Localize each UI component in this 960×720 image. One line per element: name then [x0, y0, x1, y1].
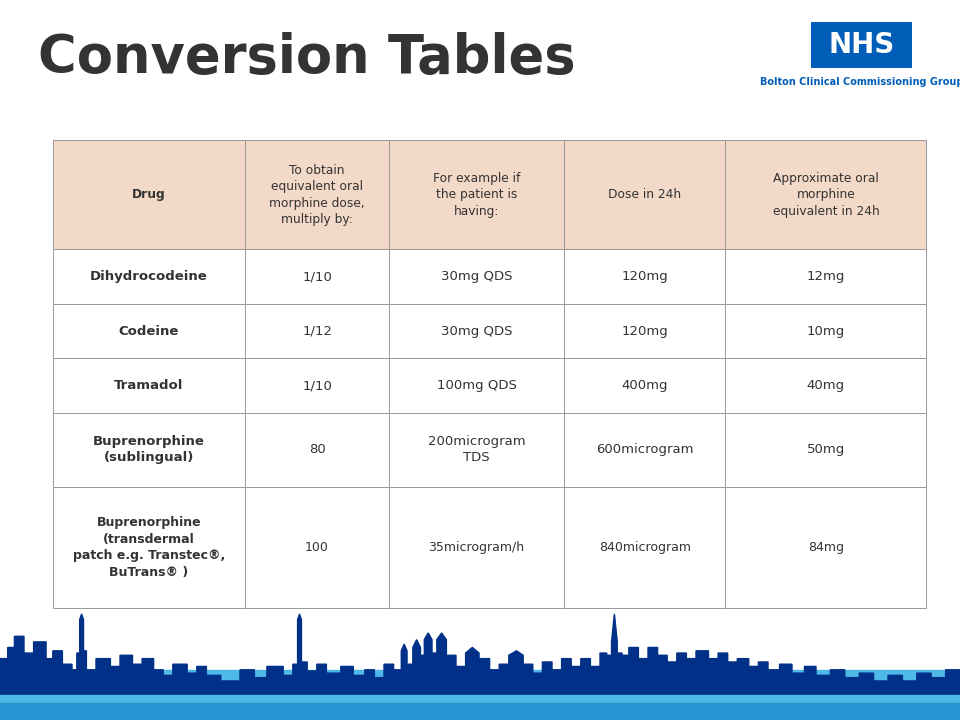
FancyBboxPatch shape — [726, 359, 926, 413]
Text: Tramadol: Tramadol — [114, 379, 183, 392]
Text: 1/10: 1/10 — [302, 270, 332, 283]
Text: For example if
the patient is
having:: For example if the patient is having: — [433, 172, 520, 218]
Polygon shape — [0, 696, 960, 720]
Polygon shape — [0, 703, 960, 720]
FancyBboxPatch shape — [245, 487, 389, 608]
FancyBboxPatch shape — [811, 22, 912, 68]
FancyBboxPatch shape — [53, 140, 245, 249]
FancyBboxPatch shape — [245, 359, 389, 413]
Text: Buprenorphine
(sublingual): Buprenorphine (sublingual) — [93, 435, 204, 464]
FancyBboxPatch shape — [726, 140, 926, 249]
Text: 35microgram/h: 35microgram/h — [428, 541, 524, 554]
FancyBboxPatch shape — [389, 359, 564, 413]
Text: 600microgram: 600microgram — [596, 444, 693, 456]
Text: Buprenorphine
(transdermal
patch e.g. Transtec®,
BuTrans® ): Buprenorphine (transdermal patch e.g. Tr… — [73, 516, 225, 579]
Text: 840microgram: 840microgram — [599, 541, 690, 554]
FancyBboxPatch shape — [53, 487, 245, 608]
FancyBboxPatch shape — [53, 359, 245, 413]
Text: Drug: Drug — [132, 189, 166, 202]
FancyBboxPatch shape — [389, 487, 564, 608]
Text: Bolton Clinical Commissioning Group: Bolton Clinical Commissioning Group — [760, 77, 960, 87]
FancyBboxPatch shape — [53, 249, 245, 304]
FancyBboxPatch shape — [389, 304, 564, 359]
Text: 400mg: 400mg — [621, 379, 668, 392]
FancyBboxPatch shape — [389, 140, 564, 249]
FancyBboxPatch shape — [726, 413, 926, 487]
Text: 120mg: 120mg — [621, 270, 668, 283]
Text: 1/12: 1/12 — [302, 325, 332, 338]
Text: NHS: NHS — [828, 31, 895, 59]
Text: 80: 80 — [309, 444, 325, 456]
Text: 10mg: 10mg — [806, 325, 845, 338]
FancyBboxPatch shape — [245, 249, 389, 304]
Text: Approximate oral
morphine
equivalent in 24h: Approximate oral morphine equivalent in … — [773, 172, 879, 218]
Polygon shape — [0, 614, 960, 720]
Text: 50mg: 50mg — [806, 444, 845, 456]
Text: Codeine: Codeine — [119, 325, 180, 338]
Text: Dihydrocodeine: Dihydrocodeine — [90, 270, 207, 283]
FancyBboxPatch shape — [564, 413, 726, 487]
Text: 200microgram
TDS: 200microgram TDS — [428, 435, 525, 464]
Text: Dose in 24h: Dose in 24h — [608, 189, 682, 202]
Polygon shape — [0, 670, 960, 720]
FancyBboxPatch shape — [564, 304, 726, 359]
Text: 120mg: 120mg — [621, 325, 668, 338]
Text: Conversion Tables: Conversion Tables — [38, 32, 576, 84]
FancyBboxPatch shape — [564, 359, 726, 413]
FancyBboxPatch shape — [564, 487, 726, 608]
Text: 100: 100 — [305, 541, 329, 554]
Text: 1/10: 1/10 — [302, 379, 332, 392]
Text: 30mg QDS: 30mg QDS — [441, 325, 513, 338]
Polygon shape — [0, 687, 960, 720]
FancyBboxPatch shape — [53, 304, 245, 359]
Text: To obtain
equivalent oral
morphine dose,
multiply by:: To obtain equivalent oral morphine dose,… — [269, 163, 365, 226]
FancyBboxPatch shape — [726, 304, 926, 359]
FancyBboxPatch shape — [389, 413, 564, 487]
FancyBboxPatch shape — [726, 249, 926, 304]
Text: 100mg QDS: 100mg QDS — [437, 379, 516, 392]
FancyBboxPatch shape — [389, 249, 564, 304]
FancyBboxPatch shape — [245, 140, 389, 249]
FancyBboxPatch shape — [564, 140, 726, 249]
Text: 30mg QDS: 30mg QDS — [441, 270, 513, 283]
Text: 84mg: 84mg — [808, 541, 844, 554]
FancyBboxPatch shape — [726, 487, 926, 608]
FancyBboxPatch shape — [564, 249, 726, 304]
Text: 12mg: 12mg — [806, 270, 845, 283]
Text: 40mg: 40mg — [806, 379, 845, 392]
FancyBboxPatch shape — [245, 413, 389, 487]
FancyBboxPatch shape — [245, 304, 389, 359]
FancyBboxPatch shape — [53, 413, 245, 487]
